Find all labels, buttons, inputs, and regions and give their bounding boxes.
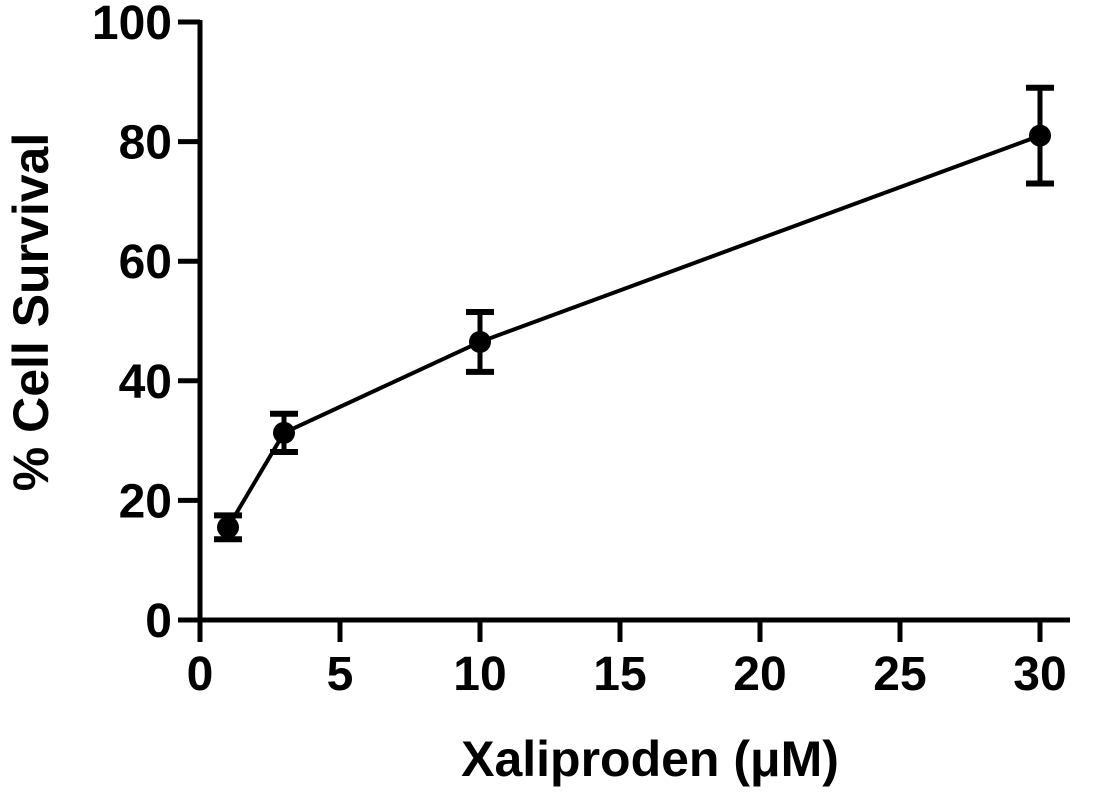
y-tick-label: 80 xyxy=(119,117,172,170)
y-tick-label: 20 xyxy=(119,475,172,528)
x-tick-label: 20 xyxy=(733,648,786,701)
x-tick-label: 15 xyxy=(593,648,646,701)
axes xyxy=(197,20,1070,623)
y-tick-label: 0 xyxy=(145,595,172,648)
ticks: 0 20 40 60 80 100 0 5 10 15 20 25 30 xyxy=(92,0,1067,701)
x-tick-label: 5 xyxy=(327,648,354,701)
y-tick-label: 40 xyxy=(119,356,172,409)
x-tick-label: 30 xyxy=(1013,648,1066,701)
data-point xyxy=(1029,124,1051,147)
y-axis-title: % Cell Survival xyxy=(3,133,59,492)
y-tick-label: 100 xyxy=(92,0,172,50)
x-tick-label: 0 xyxy=(187,648,214,701)
series-line xyxy=(226,133,1041,529)
x-tick-label: 25 xyxy=(873,648,926,701)
y-tick-label: 60 xyxy=(119,236,172,289)
data-point xyxy=(469,330,491,353)
x-tick-label: 10 xyxy=(453,648,506,701)
data-point xyxy=(273,421,295,444)
data-point xyxy=(217,516,239,539)
x-axis-title: Xaliproden (μM) xyxy=(461,731,839,787)
series xyxy=(214,84,1054,543)
